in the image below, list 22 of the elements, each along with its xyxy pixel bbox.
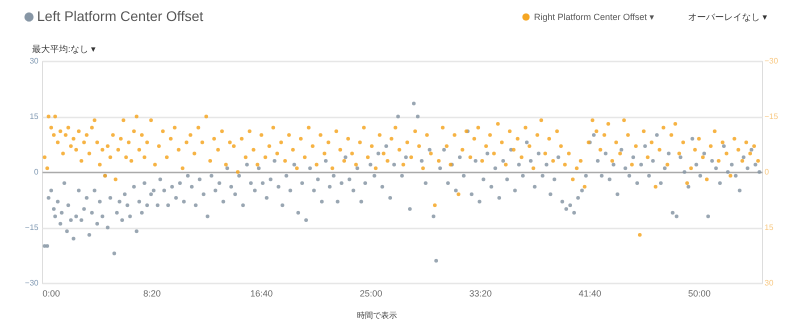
x-tick-label: 16:40 bbox=[250, 288, 273, 298]
y-tick-label: 0 bbox=[34, 168, 40, 176]
y2-tick-label: 0 bbox=[764, 168, 770, 176]
x-tick-label: 8:20 bbox=[143, 288, 161, 298]
y2-tick-label: −30 bbox=[764, 56, 779, 66]
x-tick-label: 25:00 bbox=[360, 288, 382, 298]
text: 時間で表示 bbox=[357, 311, 397, 320]
y2-tick-label: 30 bbox=[764, 278, 774, 288]
legend-label: Left Platform Center Offset bbox=[37, 8, 204, 24]
y-tick-label: 15 bbox=[30, 112, 40, 121]
y-tick-label: 30 bbox=[30, 56, 40, 66]
x-tick-label: 33:20 bbox=[469, 288, 492, 298]
y-tick-label: −30 bbox=[24, 278, 40, 288]
y2-tick-label: 15 bbox=[764, 223, 774, 232]
y-tick-label: −15 bbox=[24, 223, 40, 232]
text: オーバーレイなし ▾ bbox=[688, 12, 768, 22]
text: 最大平均:なし ▾ bbox=[32, 44, 96, 54]
legend-label: Right Platform Center Offset ▾ bbox=[534, 12, 654, 22]
x-tick-label: 0:00 bbox=[42, 288, 60, 298]
x-tick-label: 50:00 bbox=[688, 288, 711, 298]
x-tick-label: 41:40 bbox=[578, 288, 602, 298]
y2-tick-label: −15 bbox=[764, 112, 779, 121]
